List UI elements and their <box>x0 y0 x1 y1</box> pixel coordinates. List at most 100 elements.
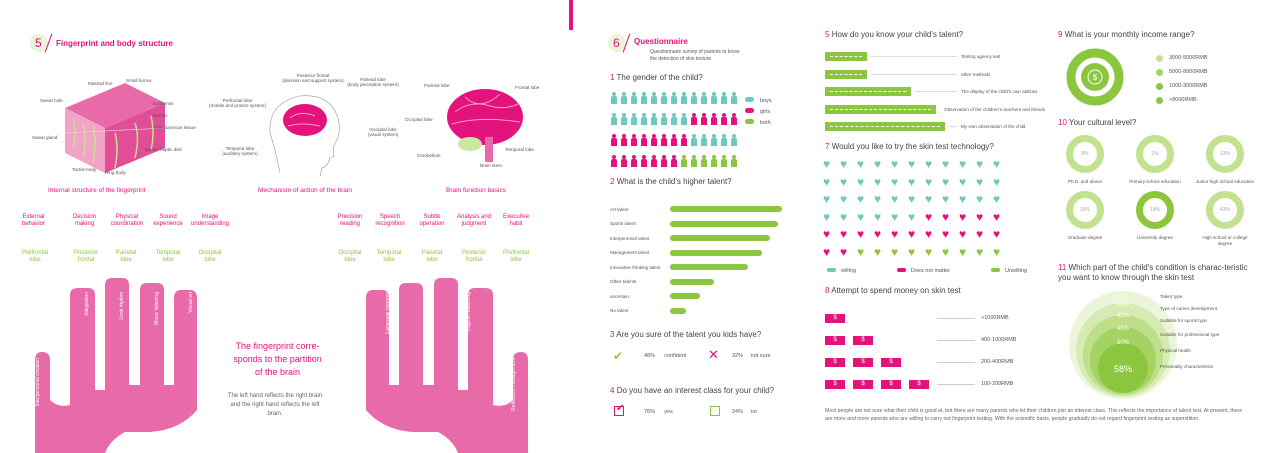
legend-unwilling: Unwilling <box>990 268 1027 274</box>
person-head <box>662 155 666 159</box>
person-body <box>711 117 717 125</box>
person-body <box>681 96 687 104</box>
person-head <box>612 92 616 96</box>
heart-icon: ♥ <box>925 157 933 171</box>
q2-label: Management talent <box>610 250 650 256</box>
q10-donut: 43% <box>1206 191 1244 229</box>
heart-icon: ♥ <box>823 244 831 259</box>
q9-legend-item: 1000-3000RMB <box>1156 79 1208 93</box>
person-body <box>611 159 617 167</box>
skin-label-epidermis: Epidermis <box>153 101 174 106</box>
right-finger-2: Limb manipulation <box>428 292 434 333</box>
q1-people-grid <box>610 92 740 176</box>
person-head <box>722 92 726 96</box>
q9-legend-label: 3000-5000RMB <box>1169 55 1208 61</box>
person-icon <box>660 92 668 104</box>
brain-label-posterior-frontal: Posterior frontal (decision and support … <box>282 73 344 83</box>
left-finger-4: Visual art <box>188 292 194 313</box>
person-icon <box>620 113 628 125</box>
person-head <box>642 155 646 159</box>
person-body <box>701 159 707 167</box>
person-body <box>691 96 697 104</box>
heart-icon: ♥ <box>959 227 967 241</box>
person-icon <box>700 134 708 146</box>
q10-title: 10 Your cultural level? <box>1058 118 1137 127</box>
person-icon <box>650 92 658 104</box>
heart-icon: ♥ <box>959 157 967 171</box>
right-top-4: Executive habit <box>502 214 529 227</box>
q5-label: The display of the child's own abilities <box>961 89 1038 95</box>
q3-a: 48% confident <box>644 353 687 359</box>
q5-title: 5 How do you know your child's talent? <box>825 30 964 39</box>
q8-row: $ $ $ $100-200RMB <box>825 373 1045 395</box>
person-icon <box>690 155 698 167</box>
heart-icon: ♥ <box>840 174 848 189</box>
money-icon: $ <box>881 379 901 389</box>
person-head <box>682 134 686 138</box>
person-body <box>631 159 637 167</box>
heart-icon: ♥ <box>874 174 882 189</box>
q11-percents: 35% 42% 46% 50% 58% <box>1068 290 1178 400</box>
q3-b: 32% not sure <box>732 353 771 359</box>
left-top-2: Physical coordination <box>110 214 144 227</box>
center-body: The left hand reflects the right brain a… <box>227 393 323 417</box>
heart-icon: ♥ <box>823 227 831 241</box>
q10-donuts: 8% Ph.D. and above 1% Primary school educat… <box>1050 135 1260 247</box>
heart-icon: ♥ <box>891 227 899 241</box>
q11-item: Suitable for professional type <box>1160 332 1220 337</box>
q5-leader <box>915 91 957 93</box>
q10-cell: 19% University degree <box>1120 191 1190 247</box>
q8-bills: $ $ <box>825 335 937 345</box>
person-head <box>712 92 716 96</box>
q5-bar-dash <box>830 73 862 75</box>
q10-cell: 16% Graduate degree <box>1050 191 1120 247</box>
person-icon <box>690 134 698 146</box>
q8-money-chart: $ >1000RMB $ $400-1000RMB $ $ $200-400RMB $ $ $ $1… <box>825 307 1045 395</box>
q11-pct: 50% <box>1116 340 1129 346</box>
person-icon <box>690 113 698 125</box>
money-icon: $ <box>909 379 929 389</box>
q10-cell: 1% Primary school education <box>1120 135 1190 185</box>
q2-label: uncertain <box>610 293 629 299</box>
brain2-label-frontal: Frontal lobe <box>515 85 540 90</box>
q11-nested-circles <box>1069 291 1177 399</box>
heart-icon: ♥ <box>976 209 984 224</box>
heart-icon: ♥ <box>874 227 882 241</box>
q11-pct: 46% <box>1116 326 1129 332</box>
legend-dot <box>1156 82 1163 90</box>
person-icon <box>720 92 728 104</box>
right-finger-3: Logical reasoning <box>466 292 472 332</box>
skin-label-dermis: Dermis <box>153 113 168 118</box>
q2-bar-chart: Art talent Sports talent Interpersonal tal… <box>610 202 820 318</box>
q11-item: Talent type <box>1160 294 1183 299</box>
q9-legend: 3000-5000RMB 5000-8000RMB 1000-3000RMB >800… <box>1156 51 1208 107</box>
left-top-4: Image understanding <box>190 214 230 227</box>
person-icon <box>620 134 628 146</box>
right-lobe-0: Occipital lobe <box>338 250 362 263</box>
q2-bar <box>670 293 700 300</box>
heart-icon: ♥ <box>942 157 950 171</box>
person-icon <box>680 134 688 146</box>
q10-label: Junior high school education <box>1195 179 1255 184</box>
person-head <box>732 113 736 117</box>
q4-b: 24% no <box>732 409 757 415</box>
person-icon <box>620 155 628 167</box>
people-row <box>610 134 740 146</box>
right-finger-0: Natural exploration <box>345 292 351 334</box>
left-top-0: External behavior <box>21 214 45 227</box>
heart-icon: ♥ <box>925 174 933 189</box>
q2-label: Other talents <box>610 279 637 285</box>
left-top-1: Decision making <box>72 214 96 227</box>
person-body <box>611 117 617 125</box>
person-icon <box>730 155 738 167</box>
brain-label-temporal: Temporal lobe (auditory system) <box>222 146 258 156</box>
person-body <box>701 117 707 125</box>
q2-label: No talent <box>610 308 629 314</box>
person-icon <box>650 134 658 146</box>
person-head <box>622 155 626 159</box>
hearts-row: ♥ ♥ ♥ ♥ ♥ ♥ ♥ ♥ ♥ ♥ ♥ <box>823 246 1023 264</box>
q2-bar <box>670 249 762 256</box>
heart-icon: ♥ <box>993 244 1001 259</box>
person-head <box>622 92 626 96</box>
person-icon <box>700 113 708 125</box>
